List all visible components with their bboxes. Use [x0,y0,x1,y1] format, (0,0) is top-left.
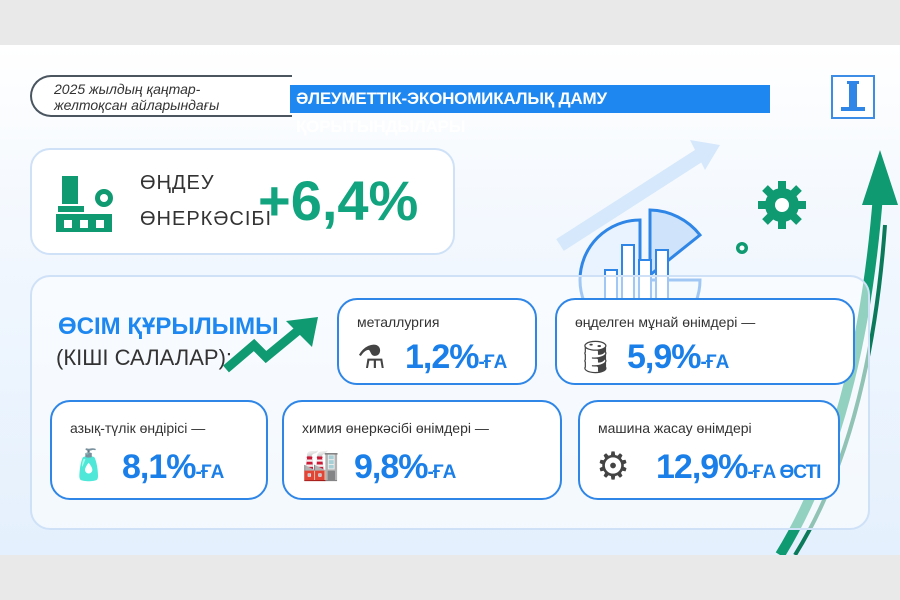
main-indicator-label: ӨҢДЕУ ӨНЕРКӘСІБІ [140,165,272,237]
food-bottles-icon: 🧴 [70,449,108,482]
page-title: ӘЛЕУМЕТТІК-ЭКОНОМИКАЛЫҚ ДАМУ ҚОРЫТЫНДЫЛА… [290,85,770,136]
infographic: 2025 жылдың қаңтар- желтоқсан айларындағ… [0,45,900,555]
card-label: металлургия [357,314,440,330]
period-line-2: желтоқсан айларындағы [54,97,220,113]
card-label: химия өнеркәсібі өнімдері — [302,420,489,436]
growth-arrowhead [862,150,898,205]
gear-icon: ⚙ [596,446,631,488]
card-chemistry: химия өнеркәсібі өнімдері — 🏭 9,8%-ҒА [282,400,562,500]
ladle-icon: ⚗ [357,339,386,375]
label-line-2: ӨНЕРКӘСІБІ [140,208,273,230]
card-value: 5,9%-ҒА [627,338,729,376]
card-value: 1,2%-ҒА [405,338,507,376]
oil-barrel-icon: 🛢 [575,339,616,375]
card-value: 12,9%-ҒА ӨСТІ [656,448,821,486]
card-oil-products: өңделген мұнай өнімдері — 🛢 5,9%-ҒА [555,298,855,385]
period-label: 2025 жылдың қаңтар- желтоқсан айларындағ… [30,75,292,117]
structure-title: ӨСІМ ҚҰРЫЛЫМЫ [58,313,279,340]
logo-icon [831,75,875,119]
card-value: 8,1%-ҒА [122,448,224,486]
trend-arrow-icon [223,317,318,373]
gear-icon [736,181,806,254]
structure-subtitle: (КІШІ САЛАЛАР): [56,345,233,370]
card-machinery: машина жасау өнімдері ⚙ 12,9%-ҒА ӨСТІ [578,400,840,500]
card-metallurgy: металлургия ⚗ 1,2%-ҒА [337,298,537,385]
main-indicator-value: +6,4% [258,169,419,232]
card-label: өңделген мұнай өнімдері — [575,314,756,330]
chemistry-factory-icon: 🏭 [302,449,340,482]
label-line-1: ӨҢДЕУ [140,172,215,194]
card-label: машина жасау өнімдері [598,420,752,436]
factory-gear-icon [56,176,113,232]
period-line-1: 2025 жылдың қаңтар- [54,81,201,97]
main-indicator-card: ӨҢДЕУ ӨНЕРКӘСІБІ +6,4% [30,148,455,255]
card-food: азық-түлік өндірісі — 🧴 8,1%-ҒА [50,400,268,500]
card-value: 9,8%-ҒА [354,448,456,486]
card-label: азық-түлік өндірісі — [70,420,206,436]
